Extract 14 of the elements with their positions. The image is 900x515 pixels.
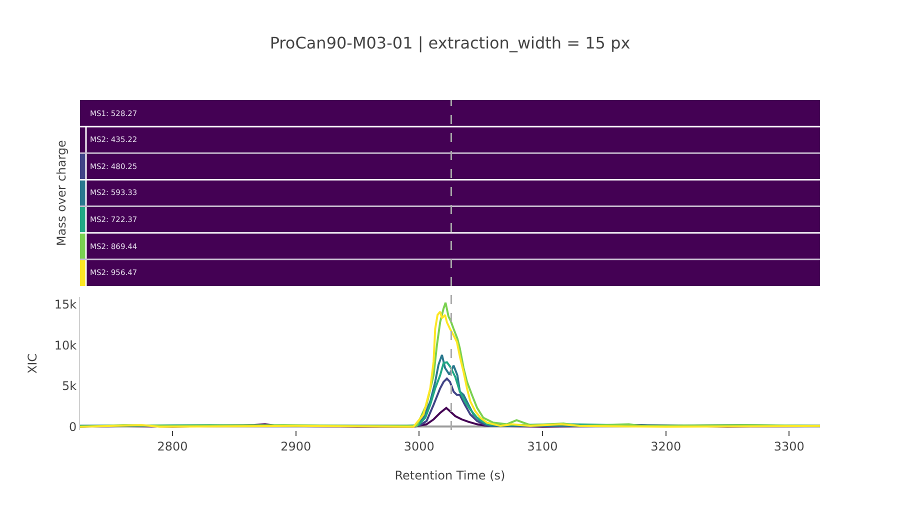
- x-tick-label: 3200: [650, 439, 682, 454]
- y-tick-label: 15k: [54, 298, 77, 312]
- y-axis-title: XIC: [26, 353, 40, 374]
- y-tick-label: 10k: [54, 338, 77, 352]
- y-tick-label: 0: [68, 420, 77, 434]
- x-tick-label: 3000: [404, 439, 434, 454]
- x-tick-label: 3100: [527, 439, 558, 454]
- text: Mass over charge: [54, 140, 68, 246]
- text: ProCan90-M03-01 | extraction_width = 15 px: [270, 34, 630, 53]
- y-tick-label: 5k: [62, 379, 77, 394]
- x-tick-label: 2900: [280, 439, 312, 454]
- x-tick-label: 2800: [157, 439, 188, 454]
- x-axis-title: Retention Time (s): [394, 468, 506, 482]
- x-tick-label: 3300: [774, 439, 804, 454]
